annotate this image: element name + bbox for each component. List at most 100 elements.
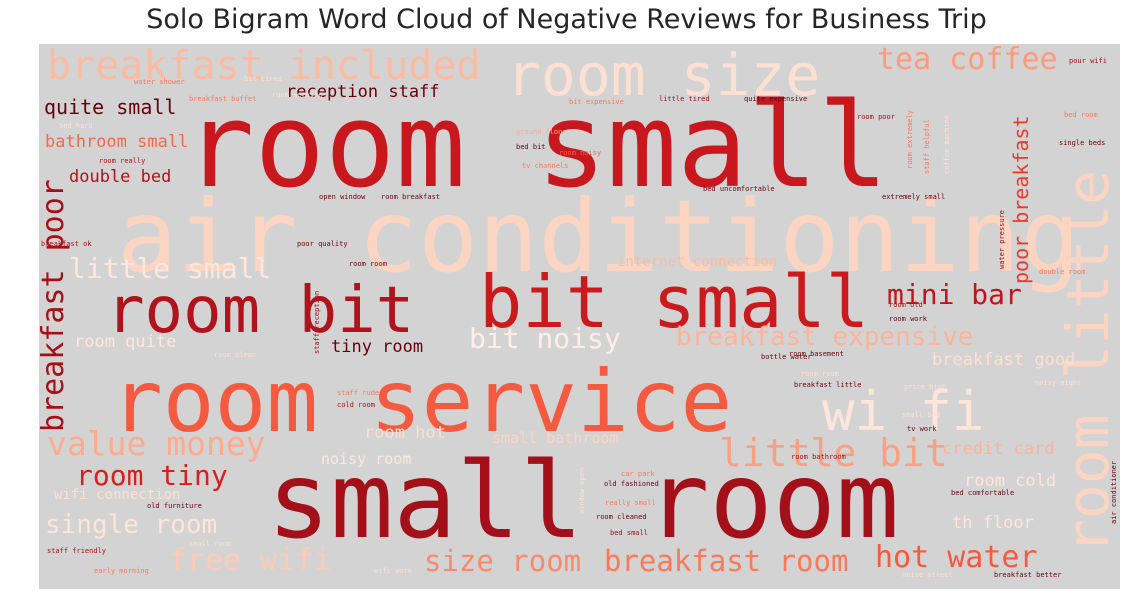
word-quite-small: quite small — [44, 95, 177, 119]
word-room-really: room really — [99, 157, 146, 165]
word-little-small: little small — [69, 252, 272, 285]
word-open-window: open window — [319, 193, 366, 201]
word-water-shower: water shower — [134, 78, 185, 86]
word-tea-coffee: tea coffee — [877, 44, 1058, 77]
word-internet-connection: internet connection — [617, 254, 778, 270]
word-room-hot: room hot — [364, 423, 446, 443]
word-breakfast-included: breakfast included — [47, 44, 481, 89]
word-credit-card: credit card — [942, 439, 1055, 459]
word-bed-comfortable: bed comfortable — [951, 489, 1015, 497]
word-bathroom-small: bathroom small — [45, 132, 189, 152]
word-room-small: room small — [184, 77, 889, 214]
word-ground-floor: ground floor — [516, 128, 567, 136]
word-old-fashioned: old fashioned — [604, 480, 659, 488]
word-room-extremely: room extremely — [906, 109, 914, 169]
word-breakfast-buffet: breakfast buffet — [189, 95, 257, 103]
word-coffee-machine: coffee machine — [943, 114, 951, 174]
word-bed-hard: bed hard — [59, 122, 93, 130]
word-room-room: room room — [349, 260, 387, 268]
word-bit-small: bit small — [479, 260, 870, 344]
word-room-size: room size — [506, 44, 821, 109]
word-cold-room: cold room — [337, 401, 375, 409]
word-size-room: size room — [424, 544, 582, 578]
word-room-clean: room clean — [214, 351, 257, 359]
word-wifi-connection: wifi connection — [54, 487, 181, 503]
word-small-room: small room — [267, 440, 900, 562]
word-room-room-2: room room — [801, 370, 839, 378]
word-tiny-room: tiny room — [331, 337, 424, 357]
word-old-furniture: old furniture — [147, 502, 202, 510]
word-small-bathroom: small bathroom — [492, 429, 619, 447]
word-room-quite: room quite — [74, 332, 177, 352]
word-double-bed: double bed — [69, 167, 172, 187]
word-poor-breakfast: poor breakfast — [1009, 115, 1033, 284]
word-tv-work: tv work — [907, 425, 937, 433]
word-bit-noisy: bit noisy — [469, 322, 621, 355]
word-double-room: double room — [1039, 268, 1086, 276]
word-cloud: room small air conditioning small room r… — [39, 44, 1120, 589]
word-mini-bar: mini bar — [887, 278, 1022, 311]
word-room-basement: room basement — [789, 350, 844, 358]
word-room-cleaned: room cleaned — [596, 513, 647, 521]
word-little-bit: little bit — [719, 431, 948, 475]
word-room-breakfast: room breakfast — [381, 193, 441, 201]
word-breakfast-ok: breakfast ok — [41, 240, 92, 248]
word-poor-quality: poor quality — [297, 240, 348, 248]
word-staff-reception: staff reception — [313, 290, 321, 354]
word-window-open: window open — [578, 467, 586, 514]
word-bit-expensive: bit expensive — [569, 98, 624, 106]
word-room-work: room work — [889, 315, 927, 323]
word-room-noisy: room noisy — [559, 149, 602, 157]
word-price-high: price high — [904, 383, 947, 391]
word-air-conditioner: air conditioner — [1110, 460, 1118, 524]
word-air-conditioning: air conditioning — [117, 178, 1081, 295]
word-room-cold: room cold — [964, 471, 1057, 491]
word-bed-room: bed room — [1064, 111, 1098, 119]
word-room-bit: room bit — [106, 274, 415, 348]
word-quite-expensive: quite expensive — [744, 95, 808, 103]
figure-title: Solo Bigram Word Cloud of Negative Revie… — [146, 4, 987, 35]
word-reception-staff: reception staff — [286, 82, 440, 102]
word-room-tiny: room tiny — [76, 459, 228, 492]
word-breakfast-good: breakfast good — [932, 350, 1076, 370]
word-single-room: single room — [45, 510, 218, 540]
word-room-bathroom: room bathroom — [791, 453, 846, 461]
word-room-poor: room poor — [857, 113, 895, 121]
word-staff-friendly: staff friendly — [47, 547, 107, 555]
word-room-service: room service — [111, 352, 733, 452]
word-free-wifi: free wifi — [169, 543, 332, 578]
word-hot-water: hot water — [875, 540, 1038, 575]
word-bed-small: bed small — [610, 529, 648, 537]
word-noisy-night: noisy night — [1035, 379, 1082, 387]
word-tv-channels: tv channels — [522, 162, 569, 170]
word-small-room-2: small room — [189, 540, 232, 548]
word-noisy-room: noisy room — [321, 450, 412, 468]
word-th-floor: th floor — [952, 513, 1034, 533]
word-bit-tired: bit tired — [244, 75, 282, 83]
word-little-tired: little tired — [659, 95, 710, 103]
word-staff-rude: staff rude — [337, 389, 380, 397]
word-wi-fi: wi fi — [822, 380, 985, 443]
word-breakfast-expensive: breakfast expensive — [676, 322, 974, 352]
word-pour-wifi: pour wifi — [1069, 57, 1107, 65]
word-really-small: really small — [605, 499, 656, 507]
word-bed-bit: bed bit — [516, 143, 546, 151]
word-room-old: room old — [889, 301, 923, 309]
word-bed-uncomfortable: bed uncomfortable — [703, 185, 775, 193]
word-breakfast-better: breakfast better — [994, 571, 1062, 579]
word-room-service-2: room service — [272, 91, 323, 99]
word-breakfast-little: breakfast little — [794, 381, 862, 389]
word-extremely-small: extremely small — [882, 193, 946, 201]
word-car-park: car park — [621, 470, 655, 478]
word-early-morning: early morning — [94, 567, 149, 575]
word-breakfast-room: breakfast room — [604, 544, 849, 578]
word-single-beds: single beds — [1059, 139, 1106, 147]
word-staff-helpful: staff helpful — [923, 119, 931, 174]
word-value-money: value money — [47, 424, 266, 463]
word-breakfast-poor: breakfast poor — [39, 179, 71, 432]
word-wifi-work: wifi work — [374, 567, 412, 575]
word-water-pressure: water pressure — [998, 209, 1006, 269]
word-small-bed: small bed — [902, 411, 940, 419]
word-noise-street: noise street — [902, 571, 953, 579]
word-bottle-water: bottle water — [761, 353, 812, 361]
